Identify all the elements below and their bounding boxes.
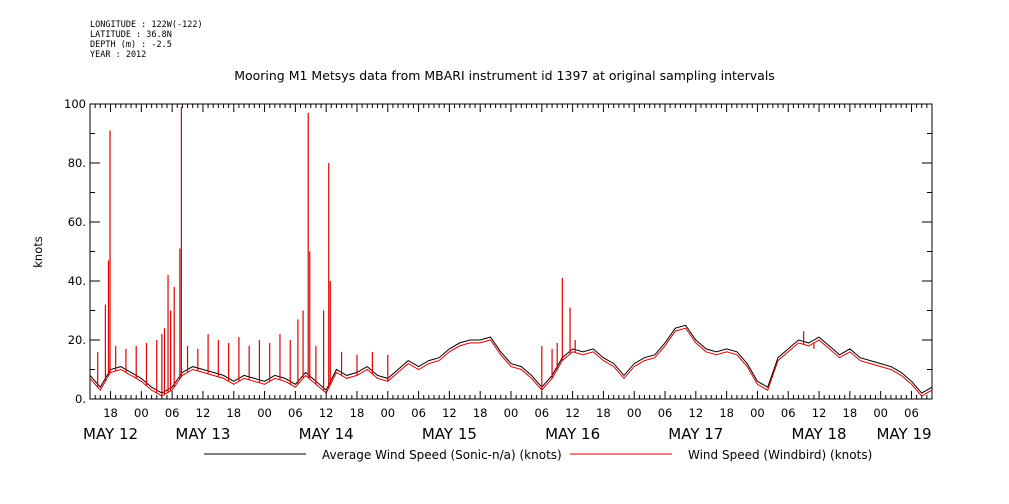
x-tick-label: 06 — [904, 406, 919, 420]
y-tick-label: 40. — [68, 274, 86, 288]
year-label: YEAR : 2012 — [90, 50, 147, 60]
x-tick-label: 00 — [750, 406, 765, 420]
x-tick-label: 06 — [411, 406, 426, 420]
x-tick-label: 00 — [134, 406, 149, 420]
series-line-average — [89, 324, 933, 394]
x-tick-label: 18 — [843, 406, 858, 420]
x-tick-label: 12 — [812, 406, 827, 420]
x-day-label: MAY 14 — [299, 425, 354, 443]
x-tick-label: 12 — [442, 406, 457, 420]
x-day-label: MAY 15 — [422, 425, 477, 443]
x-day-label: MAY 19 — [876, 425, 931, 443]
x-tick-label: 18 — [473, 406, 488, 420]
x-tick-label: 06 — [534, 406, 549, 420]
x-tick-label: 12 — [565, 406, 580, 420]
x-tick-label: 12 — [689, 406, 704, 420]
y-tick-label: 20. — [68, 333, 86, 347]
longitude-label: LONGITUDE : 122W(-122) — [90, 20, 203, 30]
metadata-block: LONGITUDE : 122W(-122) LATITUDE : 36.8N … — [90, 20, 203, 60]
series-line-windbird — [89, 327, 933, 397]
x-tick-label: 00 — [257, 406, 272, 420]
legend: Average Wind Speed (Sonic-n/a) (knots) W… — [204, 448, 872, 462]
x-tick-label: 00 — [504, 406, 519, 420]
x-tick-label: 18 — [719, 406, 734, 420]
x-tick-label: 18 — [596, 406, 611, 420]
y-tick-label: 0. — [75, 392, 86, 406]
y-axis: 0. 20. 40. 60. 80. 100 — [64, 97, 932, 406]
x-tick-label: 00 — [873, 406, 888, 420]
latitude-label: LATITUDE : 36.8N — [90, 30, 172, 40]
x-day-label: MAY 16 — [545, 425, 600, 443]
x-tick-label: 18 — [350, 406, 365, 420]
x-tick-label: 06 — [658, 406, 673, 420]
x-tick-label: 06 — [781, 406, 796, 420]
chart-title: Mooring M1 Metsys data from MBARI instru… — [234, 68, 775, 83]
x-tick-label: 18 — [226, 406, 241, 420]
x-tick-label: 00 — [627, 406, 642, 420]
y-axis-label: knots — [31, 236, 45, 268]
depth-label: DEPTH (m) : -2.5 — [90, 40, 172, 50]
x-tick-label: 12 — [196, 406, 211, 420]
x-day-label: MAY 12 — [83, 425, 138, 443]
x-day-label: MAY 13 — [175, 425, 230, 443]
x-tick-label: 18 — [103, 406, 118, 420]
y-tick-label: 100 — [64, 97, 86, 111]
series-layer — [89, 106, 933, 397]
legend-label-windbird: Wind Speed (Windbird) (knots) — [688, 448, 872, 462]
x-tick-label: 00 — [380, 406, 395, 420]
x-day-label: MAY 17 — [668, 425, 723, 443]
x-tick-label: 12 — [319, 406, 334, 420]
legend-label-average: Average Wind Speed (Sonic-n/a) (knots) — [322, 448, 562, 462]
y-tick-label: 60. — [68, 215, 86, 229]
x-axis: 18 00 06 12 18 00 06 12 18 00 06 12 18 00 06 12 18 00 06 12… — [83, 104, 933, 443]
y-tick-label: 80. — [68, 156, 86, 170]
x-day-label: MAY 18 — [792, 425, 847, 443]
plot-frame — [89, 103, 933, 400]
x-tick-label: 06 — [288, 406, 303, 420]
x-tick-label: 06 — [165, 406, 180, 420]
